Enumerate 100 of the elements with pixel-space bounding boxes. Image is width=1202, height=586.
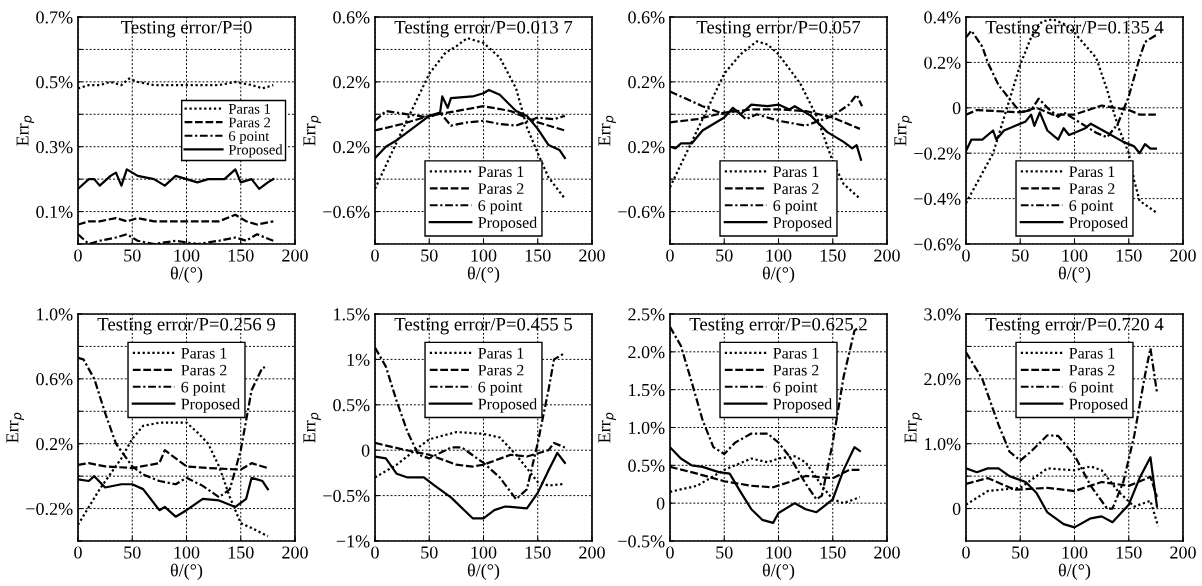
y-tick-label: 0.5% bbox=[36, 76, 73, 89]
legend-label: Paras 2 bbox=[228, 117, 271, 128]
y-axis-title: Err$_{p}$ bbox=[904, 412, 923, 443]
legend-label: Paras 1 bbox=[773, 347, 819, 359]
legend-label: Paras 1 bbox=[1069, 166, 1115, 178]
x-tick-label: 0 bbox=[371, 546, 379, 559]
legend-label: 6 point bbox=[181, 381, 226, 396]
y-axis-title: Err$_{p}$ bbox=[6, 412, 24, 443]
x-axis-title: θ/(°) bbox=[467, 266, 500, 284]
x-tick-label: 200 bbox=[1170, 249, 1196, 262]
x-tick-label: 50 bbox=[716, 546, 733, 559]
legend-label: Paras 1 bbox=[773, 166, 819, 178]
x-axis-title: θ/(°) bbox=[1058, 563, 1091, 581]
y-tick-label: 0.2% bbox=[36, 437, 73, 451]
y-tick-label: 1.0% bbox=[629, 421, 665, 435]
legend-label: Paras 1 bbox=[478, 347, 524, 359]
x-tick-label: 0 bbox=[74, 546, 82, 559]
legend-label: Proposed bbox=[773, 216, 832, 232]
legend-label: Proposed bbox=[1069, 398, 1128, 413]
chart-title: Testing error/P=0.013 7 bbox=[394, 20, 573, 38]
x-tick-label: 200 bbox=[579, 249, 605, 262]
x-axis-title: θ/(°) bbox=[1058, 266, 1091, 284]
legend-label: 6 point bbox=[773, 200, 818, 215]
x-tick-label: 100 bbox=[471, 546, 497, 559]
x-tick-label: 200 bbox=[874, 546, 900, 559]
y-tick-label: 2.0% bbox=[924, 373, 961, 386]
legend-label: Proposed bbox=[228, 144, 283, 158]
x-tick-label: 50 bbox=[1012, 249, 1029, 262]
x-tick-label: 100 bbox=[471, 249, 497, 262]
x-tick-label: 200 bbox=[282, 546, 308, 559]
x-tick-label: 100 bbox=[174, 249, 200, 262]
chart-title: Testing error/P=0.720 4 bbox=[985, 317, 1164, 335]
y-tick-label: 0.2% bbox=[628, 140, 665, 154]
y-tick-label: 1.5% bbox=[629, 383, 665, 397]
y-axis-title: Err$_{p}$ bbox=[894, 115, 912, 146]
x-tick-label: 150 bbox=[525, 546, 551, 559]
x-tick-label: 200 bbox=[282, 249, 308, 262]
x-tick-label: 100 bbox=[1062, 249, 1088, 262]
y-tick-label: 0.2% bbox=[628, 76, 665, 89]
y-tick-label: 0 bbox=[952, 102, 961, 115]
x-tick-label: 150 bbox=[820, 546, 846, 559]
x-tick-label: 0 bbox=[74, 249, 82, 262]
x-tick-label: 50 bbox=[124, 249, 141, 262]
chart-title: Testing error/P=0.057 bbox=[696, 20, 861, 38]
x-axis-title: θ/(°) bbox=[762, 266, 795, 284]
y-tick-label: 0.4% bbox=[924, 11, 961, 24]
x-tick-label: 100 bbox=[174, 546, 200, 559]
legend-label: Paras 1 bbox=[228, 104, 270, 114]
y-tick-label: 0.6% bbox=[333, 11, 370, 24]
y-tick-label: 0 bbox=[656, 497, 665, 510]
y-tick-label: 0 bbox=[361, 444, 370, 457]
x-tick-label: 0 bbox=[962, 546, 970, 559]
y-tick-label: 2.5% bbox=[628, 308, 665, 321]
legend-label: Proposed bbox=[1069, 216, 1128, 232]
y-axis-title: Err$_{p}$ bbox=[598, 412, 616, 443]
legend-label: Paras 2 bbox=[478, 364, 524, 376]
y-tick-label: 0.5% bbox=[333, 399, 370, 412]
legend-label: 6 point bbox=[1069, 381, 1114, 396]
x-tick-label: 50 bbox=[421, 546, 438, 559]
legend-label: Proposed bbox=[181, 398, 240, 413]
y-tick-label: 1.0% bbox=[925, 437, 961, 451]
x-tick-label: 0 bbox=[666, 249, 674, 262]
y-tick-label: −0.5% bbox=[618, 535, 665, 548]
y-tick-label: 0.2% bbox=[333, 140, 370, 154]
x-tick-label: 200 bbox=[579, 546, 605, 559]
y-tick-label: 1% bbox=[347, 353, 370, 366]
y-tick-label: 0.3% bbox=[36, 140, 73, 154]
x-axis-title: θ/(°) bbox=[467, 563, 500, 581]
y-tick-label: 0 bbox=[952, 502, 961, 516]
legend-label: Paras 2 bbox=[773, 183, 819, 195]
y-tick-label: 0.2% bbox=[333, 76, 370, 89]
x-tick-label: 0 bbox=[666, 546, 674, 559]
y-tick-label: −0.2% bbox=[914, 147, 961, 160]
x-tick-label: 150 bbox=[1116, 249, 1142, 262]
x-axis-title: θ/(°) bbox=[170, 563, 203, 581]
y-axis-title: Err$_{p}$ bbox=[16, 115, 35, 146]
y-tick-label: −0.5% bbox=[323, 489, 370, 503]
legend-label: 6 point bbox=[773, 381, 818, 396]
legend-label: Proposed bbox=[478, 398, 537, 413]
legend-label: Paras 2 bbox=[181, 364, 227, 376]
legend-label: Paras 2 bbox=[773, 364, 819, 376]
y-tick-label: 0.7% bbox=[36, 11, 73, 24]
y-tick-label: 1.5% bbox=[334, 308, 370, 321]
x-tick-label: 150 bbox=[228, 546, 254, 559]
legend-label: 6 point bbox=[478, 200, 523, 215]
y-tick-label: 0.6% bbox=[628, 11, 665, 24]
x-tick-label: 150 bbox=[525, 249, 551, 262]
legend-label: Paras 1 bbox=[478, 166, 524, 178]
y-tick-label: −0.2% bbox=[26, 502, 73, 516]
x-tick-label: 50 bbox=[124, 546, 141, 559]
legend-label: Paras 2 bbox=[1069, 183, 1115, 195]
y-tick-label: −0.6% bbox=[323, 205, 370, 219]
y-tick-label: 0.5% bbox=[628, 459, 665, 472]
x-tick-label: 150 bbox=[820, 249, 846, 262]
legend-label: 6 point bbox=[1069, 200, 1114, 215]
x-tick-label: 150 bbox=[1116, 546, 1142, 559]
x-tick-label: 50 bbox=[716, 249, 733, 262]
x-tick-label: 50 bbox=[1012, 546, 1029, 559]
legend-label: Proposed bbox=[773, 398, 832, 413]
legend-label: Proposed bbox=[478, 216, 537, 232]
